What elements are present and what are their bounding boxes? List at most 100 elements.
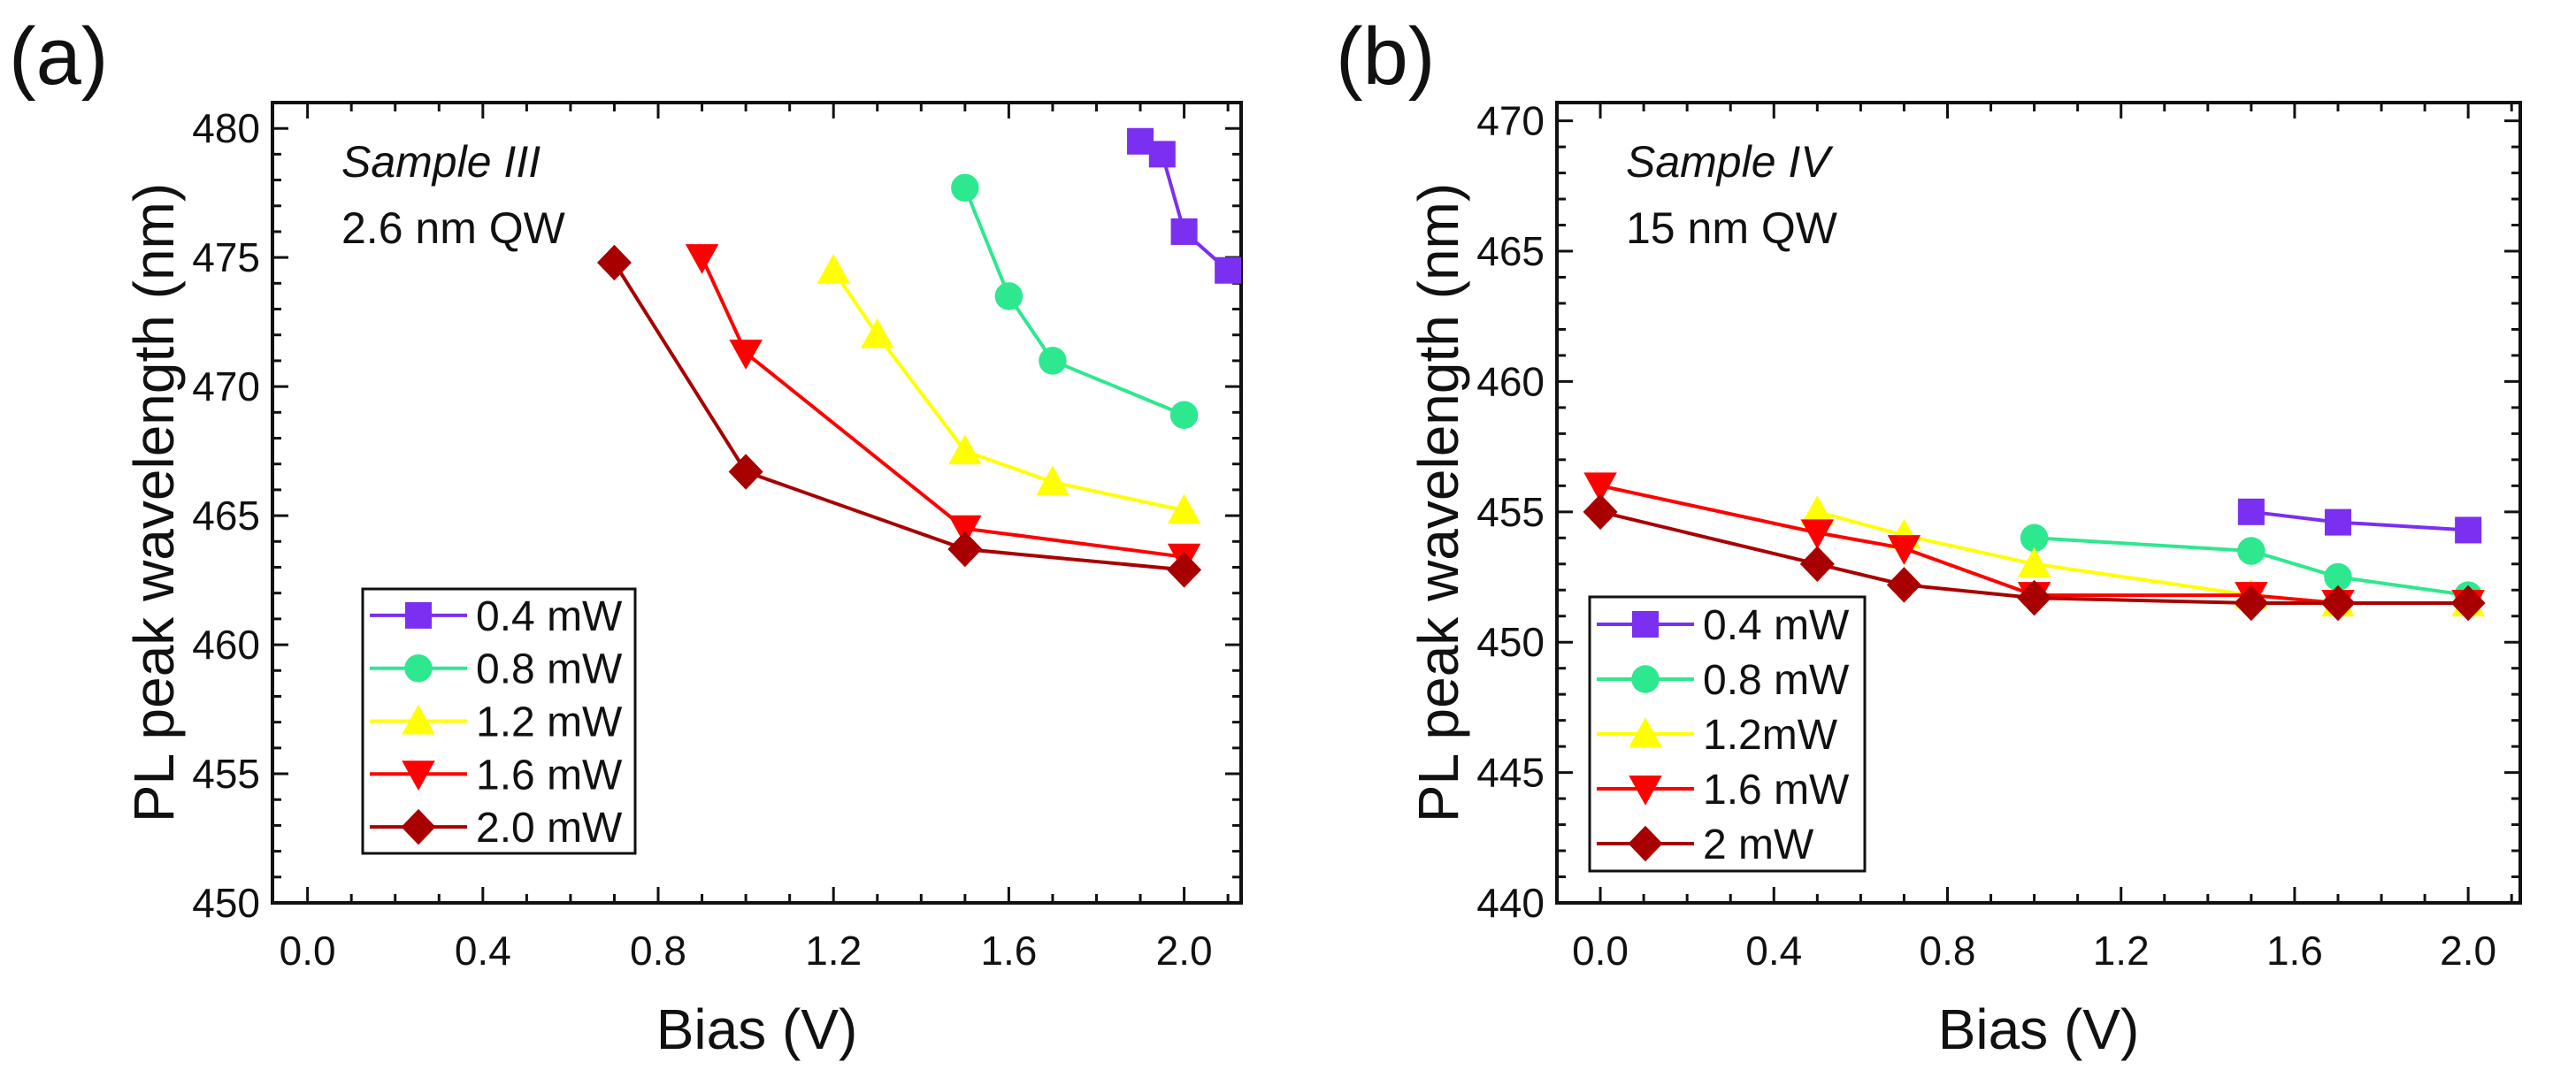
- series-0.4mw: [1127, 127, 1242, 284]
- x-tick-label: 2.0: [1156, 928, 1213, 974]
- data-point: [2017, 579, 2052, 616]
- legend-label: 1.2 mW: [476, 699, 623, 746]
- data-point: [1167, 493, 1201, 524]
- data-point: [947, 531, 983, 568]
- x-tick-label: 2.0: [2440, 928, 2496, 974]
- data-point: [1169, 401, 1199, 429]
- data-point: [729, 340, 763, 370]
- data-point: [1800, 519, 1835, 550]
- legend-marker: [1629, 717, 1662, 747]
- y-tick-label: 470: [1476, 98, 1545, 144]
- data-point: [2324, 508, 2351, 536]
- x-tick-label: 1.6: [980, 928, 1037, 974]
- legend-label: 0.8 mW: [1703, 657, 1850, 704]
- data-point: [2237, 498, 2265, 525]
- legend-label: 0.4 mW: [1703, 602, 1850, 649]
- x-axis-label: Bias (V): [1938, 997, 2140, 1061]
- y-axis-label: PL peak wavelength (nm): [1407, 183, 1470, 822]
- annotation-text: 15 nm QW: [1626, 203, 1838, 253]
- legend-label: 2 mW: [1703, 822, 1814, 868]
- y-tick-label: 460: [1476, 358, 1545, 404]
- legend-marker: [405, 601, 432, 629]
- data-point: [1170, 218, 1198, 245]
- legend-label: 2.0 mW: [476, 805, 623, 852]
- data-point: [1039, 347, 1067, 375]
- data-point: [685, 244, 719, 274]
- y-tick-label: 465: [192, 493, 260, 539]
- series-1.2mw: [816, 254, 1201, 524]
- x-axis-label: Bias (V): [656, 997, 858, 1061]
- legend: 0.4 mW 0.8 mW 1.2mW 1.6 mW 2 mW: [1588, 595, 1867, 873]
- data-point: [948, 434, 982, 465]
- plot-frame: [271, 101, 1243, 905]
- legend-label: 1.6 mW: [476, 752, 623, 799]
- annotation-text: 2.6 nm QW: [341, 203, 566, 253]
- annotation-text: Sample III: [341, 137, 540, 187]
- data-point: [2320, 585, 2356, 622]
- data-point: [2234, 585, 2269, 622]
- annotation-text: Sample IV: [1626, 137, 1834, 187]
- x-tick-label: 0.0: [280, 928, 336, 974]
- y-tick-label: 470: [192, 363, 260, 409]
- legend: 0.4 mW 0.8 mW 1.2 mW 1.6 mW 2.0 mW: [361, 587, 637, 855]
- legend-marker: [1632, 611, 1659, 638]
- data-point: [1583, 472, 1617, 503]
- legend-marker: [1631, 665, 1660, 693]
- legend-label: 1.6 mW: [1703, 767, 1850, 814]
- y-tick-label: 460: [192, 622, 260, 668]
- x-tick-label: 0.8: [1920, 928, 1976, 974]
- x-tick-label: 1.2: [2093, 928, 2150, 974]
- panel-label: (a): [9, 11, 108, 102]
- panel-label: (b): [1336, 11, 1435, 102]
- series-line: [962, 187, 1185, 417]
- y-tick-label: 440: [1476, 880, 1545, 926]
- series-line: [2250, 509, 2469, 532]
- y-tick-label: 475: [192, 234, 260, 280]
- series-0.8mw: [951, 173, 1199, 429]
- x-tick-label: 0.0: [1572, 928, 1629, 974]
- y-tick-label: 450: [1476, 619, 1545, 665]
- legend-label: 0.8 mW: [476, 646, 623, 693]
- y-tick-label: 465: [1476, 228, 1545, 274]
- y-tick-label: 455: [192, 751, 260, 797]
- data-point: [2017, 547, 2051, 577]
- series-2mw: [1583, 493, 2486, 622]
- chart-panel-a: (a) 0.0 0.4 0.8 1.2 1.6 2.0 450 455 460 465 470 475 4…: [9, 11, 1243, 1061]
- data-point: [596, 244, 632, 281]
- data-point: [994, 282, 1024, 310]
- data-point: [1036, 465, 1070, 496]
- x-tick-label: 0.4: [1745, 928, 1802, 974]
- data-point: [2237, 537, 2266, 565]
- legend-marker: [404, 653, 433, 683]
- x-tick-label: 1.2: [805, 928, 862, 974]
- chart-panel-b: (b) 0.0 0.4 0.8 1.2 1.6 2.0 440 445 450 455 460 465 4…: [1336, 11, 2522, 1061]
- legend-label: 1.2mW: [1703, 712, 1838, 759]
- legend-marker: [401, 808, 436, 845]
- data-point: [1886, 567, 1921, 603]
- data-point: [1167, 552, 1202, 588]
- y-tick-label: 480: [192, 105, 260, 151]
- x-tick-label: 0.8: [630, 928, 686, 974]
- data-point: [1583, 493, 1618, 531]
- x-tick-label: 0.4: [455, 928, 511, 974]
- y-axis-label: PL peak wavelength (nm): [122, 183, 186, 822]
- legend-marker: [402, 760, 435, 791]
- series-0.4mw: [2237, 498, 2482, 544]
- data-point: [2450, 585, 2486, 622]
- data-point: [1799, 546, 1835, 583]
- data-point: [861, 317, 894, 348]
- y-tick-label: 445: [1476, 750, 1545, 796]
- x-tick-label: 1.6: [2266, 928, 2323, 974]
- legend-marker: [1629, 776, 1662, 806]
- series-line: [2034, 536, 2469, 598]
- data-point: [948, 515, 982, 546]
- series-1.6mw: [685, 244, 1201, 574]
- legend-marker: [1628, 825, 1663, 862]
- series-line: [612, 261, 1184, 572]
- data-point: [1215, 256, 1242, 284]
- series-line: [700, 256, 1184, 559]
- legend-marker: [402, 704, 435, 735]
- legend-label: 0.4 mW: [476, 593, 623, 640]
- data-point: [728, 454, 763, 490]
